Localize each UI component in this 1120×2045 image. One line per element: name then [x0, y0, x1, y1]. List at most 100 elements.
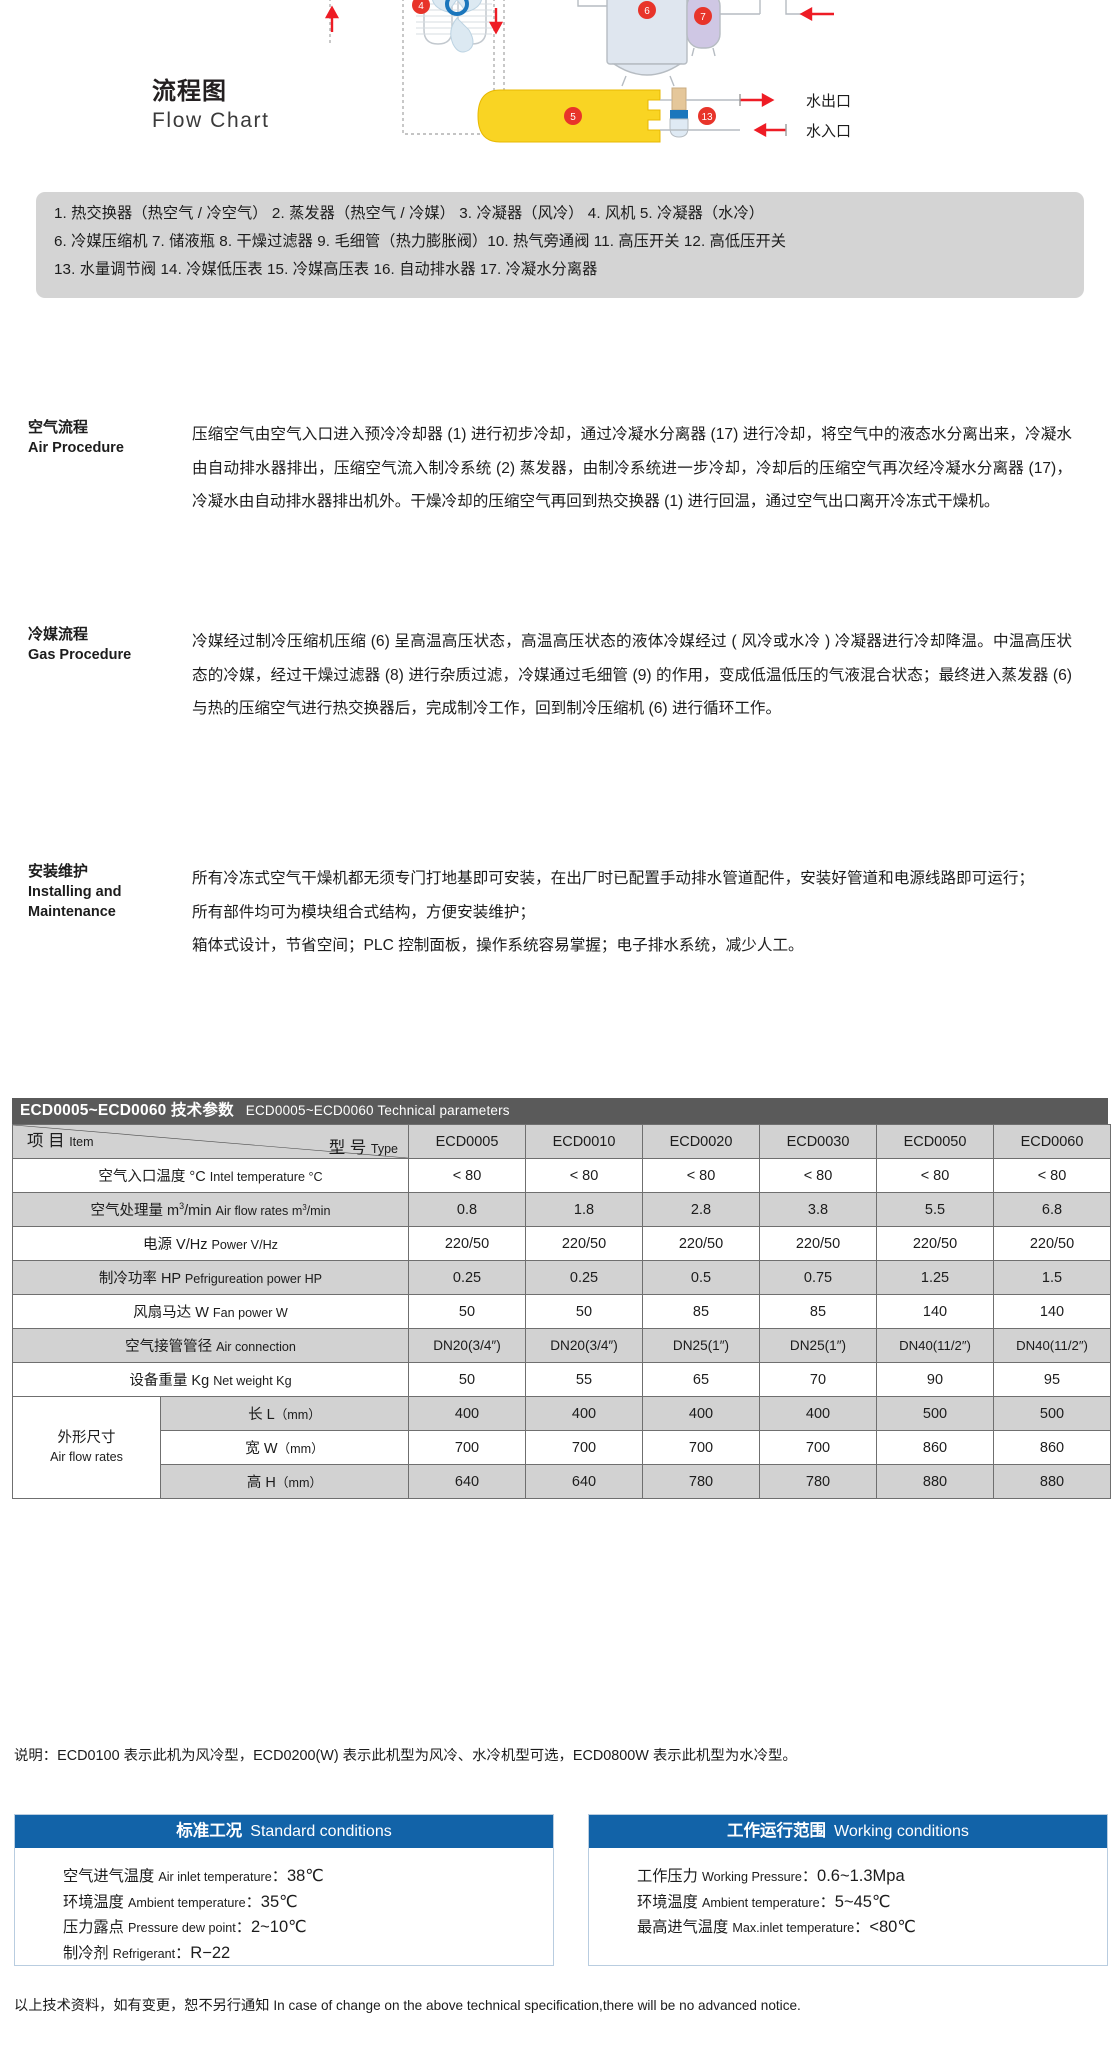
callout-7-badge [694, 7, 712, 25]
condition-line: 环境温度 Ambient temperature：35℃ [63, 1890, 553, 1916]
condition-separator: ： [235, 1919, 251, 1936]
table-cell: 220/50 [408, 1226, 526, 1261]
air-procedure-label-cn: 空气流程 [28, 419, 89, 436]
gas-procedure-label-cn: 冷媒流程 [28, 626, 89, 643]
condition-separator: ： [801, 1868, 818, 1885]
table-cell: < 80 [525, 1158, 643, 1193]
row-label-cn: 设备重量 Kg [129, 1373, 210, 1389]
condition-label-cn: 制冷剂 [63, 1944, 109, 1962]
row-label-en: Fan power W [212, 1306, 288, 1320]
row-label: 设备重量 Kg Net weight Kg [12, 1362, 409, 1397]
row-label-en: Pefrigureation power HP [184, 1272, 323, 1286]
dimension-sub-unit: （mm） [275, 1476, 323, 1490]
table-cell: 85 [642, 1294, 760, 1329]
dimension-sub-unit: （mm） [274, 1408, 321, 1422]
table-cell: < 80 [993, 1158, 1111, 1193]
table-cell: 50 [408, 1294, 526, 1329]
condition-label-cn: 空气进气温度 [63, 1868, 155, 1885]
header-corner-cell: 项 目 Item 型 号 Type [12, 1124, 409, 1159]
corner-item-cn: 项 目 [27, 1132, 65, 1150]
table-cell: < 80 [642, 1158, 760, 1193]
condition-label-cn: 环境温度 [637, 1893, 698, 1911]
table-cell: 95 [993, 1362, 1111, 1397]
table-cell: 220/50 [876, 1226, 994, 1261]
row-label: 电源 V/Hz Power V/Hz [12, 1226, 409, 1261]
table-cell: 6.8 [993, 1192, 1111, 1227]
corner-type-text: 型 号 Type [329, 1134, 398, 1158]
table-cell: 140 [993, 1294, 1111, 1329]
table-cell: 400 [759, 1396, 877, 1431]
legend-line: 13. 水量调节阀 14. 冷媒低压表 15. 冷媒高压表 16. 自动排水器 … [54, 261, 598, 279]
table-cell: 860 [993, 1430, 1111, 1465]
table-cell: 1.8 [525, 1192, 643, 1227]
working-conditions-box: 工作运行范围 Working conditions 工作压力 Working Pr… [588, 1814, 1108, 1966]
dimension-sub-label: 高 H（mm） [160, 1464, 409, 1499]
standard-conditions-box: 标准工况 Standard conditions 空气进气温度 Air inlet… [14, 1814, 554, 1966]
table-cell: 2.8 [642, 1192, 760, 1227]
table-cell: 220/50 [642, 1226, 760, 1261]
condition-label-en: Air inlet temperature [158, 1870, 272, 1884]
condition-separator: ： [245, 1893, 261, 1911]
table-cell: < 80 [408, 1158, 526, 1193]
row-label-cn: 风扇马达 W [133, 1305, 209, 1321]
model-header-cell: ECD0020 [642, 1124, 760, 1159]
row-label: 制冷功率 HP Pefrigureation power HP [12, 1260, 409, 1295]
table-note: 说明：ECD0100 表示此机为风冷型，ECD0200(W) 表示此机型为风冷、… [14, 1748, 797, 1764]
dimension-sub-cn: 长 L [248, 1407, 275, 1423]
condition-line: 制冷剂 Refrigerant：R−22 [63, 1941, 553, 1967]
dimension-label-en: Air flow rates [50, 1449, 123, 1464]
standard-conditions-header: 标准工况 Standard conditions [15, 1815, 553, 1848]
condition-value: <80℃ [869, 1918, 916, 1936]
corner-item-en: Item [69, 1135, 94, 1149]
table-cell: 1.5 [993, 1260, 1111, 1295]
liquid-receiver [686, 0, 830, 57]
table-row: 宽 W（mm） 700 700 700 700 860 860 [13, 1430, 1111, 1465]
condition-separator: ： [175, 1944, 191, 1962]
fan-blades-icon [432, 0, 482, 53]
model-header-cell: ECD0030 [759, 1124, 877, 1159]
callout-4-label: 4 [418, 1, 424, 12]
table-row: 风扇马达 W Fan power W 50 50 85 85 140 140 [12, 1294, 1111, 1329]
flow-chart-title-cn: 流程图 [152, 78, 227, 105]
condition-label-cn: 工作压力 [637, 1868, 698, 1885]
condition-label-en: Max.inlet temperature [732, 1921, 855, 1935]
table-cell: 0.75 [759, 1260, 877, 1295]
corner-diagonal-line [15, 1125, 406, 1158]
install-maintenance-line: 所有冷冻式空气干燥机都无须专门打地基即可安装，在出厂时已配置手动排水管道配件，安… [192, 870, 1035, 887]
footer-en: In case of change on the above technical… [273, 1998, 801, 2013]
row-label-en: Intel temperature °C [209, 1170, 323, 1184]
flow-chart-title-block: 流程图 Flow Chart [152, 78, 270, 134]
table-cell: 1.25 [876, 1260, 994, 1295]
row-label-en: Power V/Hz [211, 1238, 278, 1252]
row-label-cn: 空气接管管径 [125, 1339, 213, 1355]
table-row: 空气处理量 m3/min Air flow rates m3/min 0.8 1… [12, 1192, 1111, 1227]
table-cell: 400 [525, 1396, 643, 1431]
table-cell: < 80 [759, 1158, 877, 1193]
condition-label-en: Ambient temperature [701, 1895, 820, 1910]
table-cell: 640 [525, 1464, 643, 1499]
table-cell: 220/50 [759, 1226, 877, 1261]
air-procedure-label-en: Air Procedure [28, 439, 124, 456]
table-cell: 700 [642, 1430, 760, 1465]
condition-label-cn: 最高进气温度 [637, 1919, 729, 1936]
gas-procedure-text: 冷媒经过制冷压缩机压缩 (6) 呈高温高压状态，高温高压状态的液体冷媒经过 ( … [192, 633, 1072, 717]
condition-line: 最高进气温度 Max.inlet temperature：<80℃ [637, 1915, 1107, 1941]
condition-value: 38℃ [286, 1867, 324, 1885]
table-cell: 0.5 [642, 1260, 760, 1295]
table-cell: 700 [525, 1430, 643, 1465]
table-cell: 50 [408, 1362, 526, 1397]
condition-line: 环境温度 Ambient temperature：5~45℃ [637, 1890, 1107, 1916]
table-cell: 400 [642, 1396, 760, 1431]
row-label: 风扇马达 W Fan power W [12, 1294, 409, 1329]
air-procedure-body: 压缩空气由空气入口进入预冷冷却器 (1) 进行初步冷却，通过冷凝水分离器 (17… [192, 418, 1072, 519]
working-conditions-header: 工作运行范围 Working conditions [589, 1815, 1107, 1848]
footer-cn: 以上技术资料，如有变更，恕不另行通知 [14, 1998, 270, 2014]
working-conditions-header-cn: 工作运行范围 [727, 1822, 827, 1840]
condition-label-en: Ambient temperature [127, 1895, 246, 1910]
table-cell: 500 [993, 1396, 1111, 1431]
table-cell: 220/50 [525, 1226, 643, 1261]
table-cell: DN20(3/4″) [408, 1328, 526, 1363]
table-cell: 700 [759, 1430, 877, 1465]
table-cell: 85 [759, 1294, 877, 1329]
flow-arrows [324, 5, 834, 138]
